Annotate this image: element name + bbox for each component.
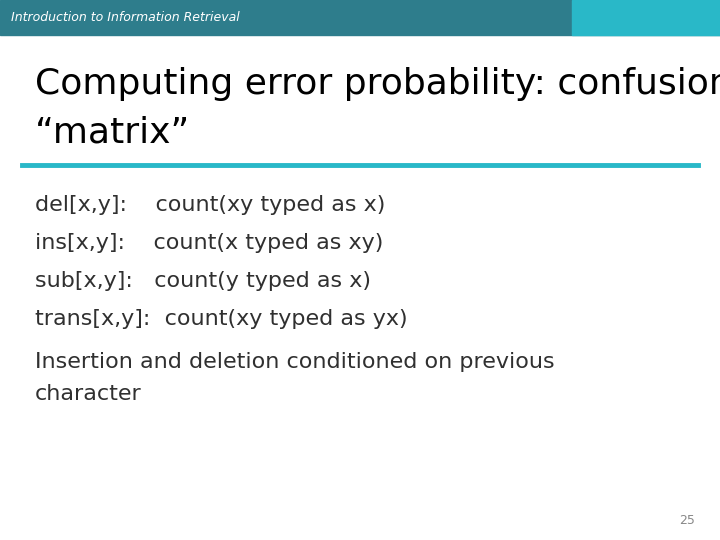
Text: Computing error probability: confusion: Computing error probability: confusion	[35, 67, 720, 100]
Text: sub[x,y]:   count(y typed as x): sub[x,y]: count(y typed as x)	[35, 271, 371, 291]
Text: ins[x,y]:    count(x typed as xy): ins[x,y]: count(x typed as xy)	[35, 233, 383, 253]
Bar	[572, 0, 720, 35]
Text: Insertion and deletion conditioned on previous: Insertion and deletion conditioned on pr…	[35, 352, 554, 372]
Text: Introduction to Information Retrieval: Introduction to Information Retrieval	[11, 11, 240, 24]
Text: character: character	[35, 384, 141, 404]
Text: “matrix”: “matrix”	[35, 116, 190, 149]
Text: trans[x,y]:  count(xy typed as yx): trans[x,y]: count(xy typed as yx)	[35, 308, 408, 329]
Text: del[x,y]:    count(xy typed as x): del[x,y]: count(xy typed as x)	[35, 195, 385, 215]
Bar	[0, 0, 720, 35]
Text: 25: 25	[679, 514, 695, 526]
